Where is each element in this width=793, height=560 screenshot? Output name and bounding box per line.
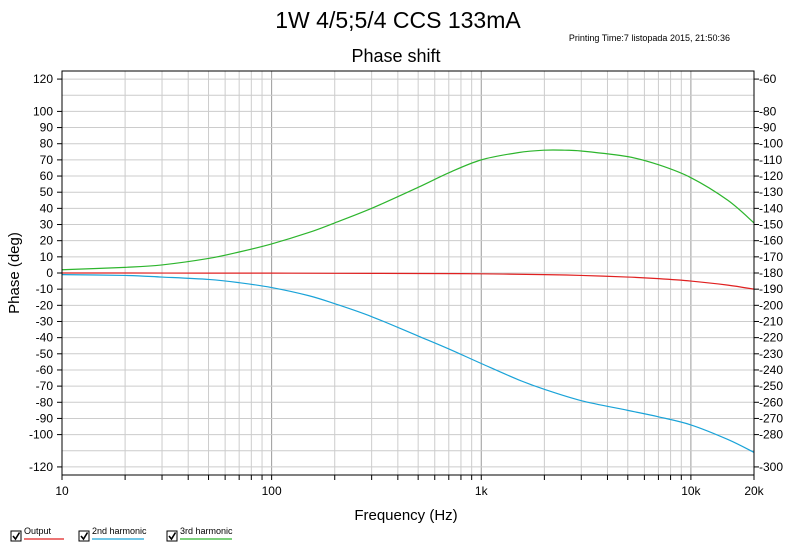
- y-tick-label: 70: [40, 153, 54, 167]
- y-tick-label: 10: [40, 250, 54, 264]
- y2-tick-label: -190: [759, 282, 783, 296]
- y-tick-label: -10: [36, 282, 54, 296]
- y-tick-label: 100: [33, 104, 53, 118]
- legend: Output 2nd harmonic 3rd harmonic: [10, 526, 233, 542]
- y-tick-label: -80: [36, 395, 54, 409]
- y-tick-label: 40: [40, 201, 54, 215]
- checkmark-icon: [80, 532, 89, 541]
- y-tick-label: 120: [33, 72, 53, 86]
- series-line-2nd-harmonic: [61, 274, 755, 453]
- y2-tick-label: -240: [759, 363, 783, 377]
- y2-tick-label: -210: [759, 314, 783, 328]
- y2-tick-label: -280: [759, 428, 783, 442]
- y2-tick-label: -80: [759, 104, 777, 118]
- y2-tick-label: -300: [759, 460, 783, 474]
- y-tick-label: -50: [36, 347, 54, 361]
- y-tick-label: -60: [36, 363, 54, 377]
- y-tick-label: -70: [36, 379, 54, 393]
- x-tick-label: 10k: [681, 484, 701, 498]
- legend-checkbox[interactable]: [10, 530, 22, 542]
- y2-tick-label: -140: [759, 201, 783, 215]
- y-axis-title: Phase (deg): [6, 232, 23, 314]
- series-line-output: [61, 272, 755, 290]
- y-tick-label: -30: [36, 314, 54, 328]
- y2-tick-label: -110: [759, 153, 782, 167]
- printing-time: Printing Time:7 listopada 2015, 21:50:36: [569, 33, 730, 43]
- y-tick-label: 0: [46, 266, 53, 280]
- y-tick-label: 60: [40, 169, 54, 183]
- axis-ticks: [57, 78, 759, 480]
- checkmark-icon: [12, 532, 21, 541]
- chart-title: Phase shift: [351, 46, 440, 66]
- legend-label: 2nd harmonic: [92, 526, 147, 536]
- chart-main-title: 1W 4/5;5/4 CCS 133mA: [275, 7, 521, 33]
- y-tick-label: -120: [29, 460, 53, 474]
- y2-tick-label: -270: [759, 411, 783, 425]
- legend-label: 3rd harmonic: [180, 526, 233, 536]
- y2-tick-label: -230: [759, 347, 783, 361]
- y2-tick-label: -160: [759, 234, 783, 248]
- y2-tick-label: -260: [759, 395, 783, 409]
- y2-tick-label: -220: [759, 331, 783, 345]
- y-tick-label: -100: [29, 428, 53, 442]
- y-tick-label: 20: [40, 234, 54, 248]
- y2-tick-label: -60: [759, 72, 777, 86]
- y2-tick-label: -130: [759, 185, 783, 199]
- y2-tick-label: -120: [759, 169, 783, 183]
- y-tick-label: -90: [36, 411, 54, 425]
- y2-tick-label: -200: [759, 298, 783, 312]
- y2-tick-label: -180: [759, 266, 783, 280]
- legend-checkbox[interactable]: [166, 530, 178, 542]
- tick-labels: 1201009080706050403020100-10-20-30-40-50…: [29, 72, 783, 498]
- y-tick-label: -20: [36, 298, 54, 312]
- legend-item-3rd-harmonic[interactable]: 3rd harmonic: [166, 526, 233, 542]
- x-tick-label: 20k: [744, 484, 764, 498]
- legend-item-2nd-harmonic[interactable]: 2nd harmonic: [78, 526, 147, 542]
- checkmark-icon: [168, 532, 177, 541]
- x-tick-label: 1k: [475, 484, 489, 498]
- x-tick-label: 10: [55, 484, 69, 498]
- y-tick-label: 50: [40, 185, 54, 199]
- y2-tick-label: -100: [759, 137, 783, 151]
- y-tick-label: 80: [40, 137, 54, 151]
- x-axis-title: Frequency (Hz): [354, 507, 457, 524]
- series-line-3rd-harmonic: [61, 149, 755, 271]
- y-tick-label: -40: [36, 331, 54, 345]
- y2-tick-label: -150: [759, 218, 783, 232]
- y2-tick-label: -250: [759, 379, 783, 393]
- legend-label: Output: [24, 526, 52, 536]
- y-tick-label: 30: [40, 218, 54, 232]
- series-group: [61, 149, 755, 453]
- y2-tick-label: -170: [759, 250, 783, 264]
- y-tick-label: 90: [40, 121, 54, 135]
- legend-checkbox[interactable]: [78, 530, 90, 542]
- x-tick-label: 100: [262, 484, 282, 498]
- legend-item-output[interactable]: Output: [10, 526, 64, 542]
- y2-tick-label: -90: [759, 121, 777, 135]
